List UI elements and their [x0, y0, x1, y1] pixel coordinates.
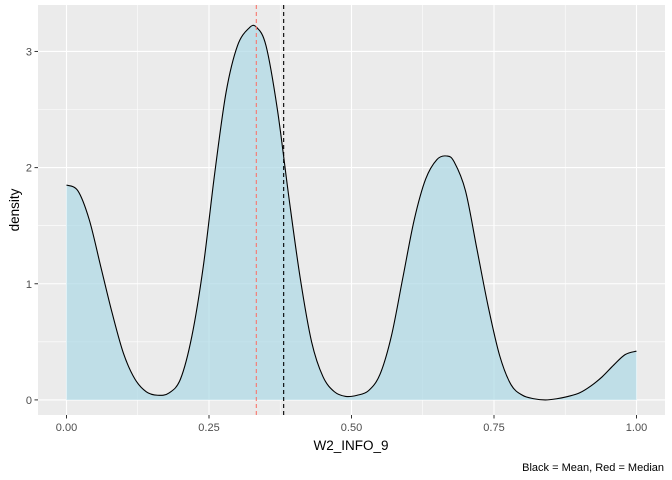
y-axis-title: density: [7, 188, 22, 231]
x-tick-label: 0.25: [198, 422, 219, 434]
x-ticks: 0.00 0.25 0.50 0.75 1.00: [56, 415, 647, 434]
x-tick-label: 0.00: [56, 422, 77, 434]
chart-caption: Black = Mean, Red = Median: [522, 462, 664, 474]
x-tick-label: 0.75: [483, 422, 504, 434]
x-tick-label: 0.50: [341, 422, 362, 434]
y-tick-label: 1: [26, 279, 32, 291]
y-tick-label: 0: [26, 395, 32, 407]
y-ticks: 0 1 2 3: [26, 46, 38, 407]
x-tick-label: 1.00: [626, 422, 647, 434]
y-tick-label: 2: [26, 163, 32, 175]
x-axis-title: W2_INFO_9: [313, 438, 388, 453]
y-tick-label: 3: [26, 46, 32, 58]
density-line: [66, 24, 637, 401]
density-area: [66, 25, 637, 400]
